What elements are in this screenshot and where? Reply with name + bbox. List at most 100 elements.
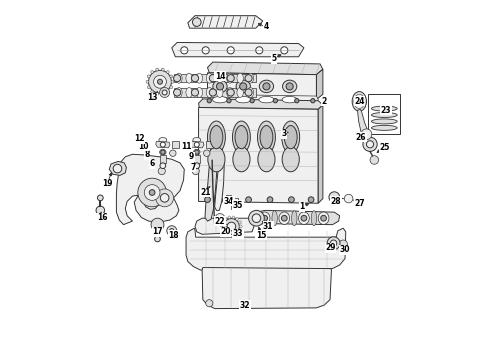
- Ellipse shape: [176, 73, 182, 83]
- Circle shape: [209, 75, 217, 82]
- Ellipse shape: [196, 87, 202, 98]
- Circle shape: [149, 190, 155, 195]
- Ellipse shape: [235, 126, 248, 149]
- Ellipse shape: [282, 121, 300, 153]
- Polygon shape: [198, 99, 323, 109]
- Text: 25: 25: [379, 143, 390, 152]
- Circle shape: [361, 129, 372, 140]
- Circle shape: [195, 150, 199, 154]
- Circle shape: [245, 197, 251, 203]
- Ellipse shape: [371, 119, 397, 124]
- Circle shape: [227, 47, 234, 54]
- Circle shape: [222, 197, 228, 203]
- Text: 35: 35: [233, 201, 243, 210]
- Circle shape: [160, 163, 166, 168]
- Text: 6: 6: [149, 159, 155, 168]
- Polygon shape: [156, 141, 170, 148]
- Circle shape: [252, 214, 261, 222]
- Ellipse shape: [160, 149, 166, 155]
- Polygon shape: [205, 160, 217, 221]
- Circle shape: [228, 216, 231, 219]
- Polygon shape: [188, 16, 263, 28]
- Circle shape: [267, 197, 273, 203]
- Circle shape: [158, 167, 165, 175]
- Circle shape: [344, 194, 353, 203]
- Circle shape: [207, 99, 211, 103]
- Bar: [173, 88, 256, 97]
- Polygon shape: [202, 94, 318, 105]
- Circle shape: [156, 93, 159, 95]
- Text: 13: 13: [147, 93, 157, 102]
- Circle shape: [281, 215, 287, 221]
- Circle shape: [144, 185, 160, 201]
- Circle shape: [192, 167, 199, 175]
- Bar: [226, 195, 231, 204]
- Circle shape: [227, 89, 234, 96]
- Circle shape: [148, 70, 172, 93]
- Circle shape: [227, 75, 234, 82]
- Ellipse shape: [186, 73, 193, 83]
- Circle shape: [193, 18, 201, 26]
- Ellipse shape: [352, 91, 367, 111]
- Ellipse shape: [282, 147, 299, 172]
- Polygon shape: [318, 105, 323, 203]
- Text: 22: 22: [215, 217, 225, 226]
- Circle shape: [236, 218, 239, 221]
- Ellipse shape: [159, 138, 167, 143]
- Text: 4: 4: [264, 22, 269, 31]
- Ellipse shape: [371, 106, 397, 111]
- Circle shape: [138, 178, 167, 207]
- Text: 12: 12: [134, 134, 145, 143]
- Ellipse shape: [284, 126, 297, 149]
- Bar: [206, 141, 213, 148]
- Text: 26: 26: [356, 132, 367, 141]
- Text: 24: 24: [354, 97, 365, 106]
- Ellipse shape: [210, 126, 223, 149]
- Polygon shape: [172, 42, 304, 57]
- Ellipse shape: [318, 212, 329, 225]
- Circle shape: [156, 68, 159, 71]
- Polygon shape: [202, 267, 331, 309]
- Ellipse shape: [258, 121, 275, 153]
- Circle shape: [245, 75, 252, 82]
- Circle shape: [248, 210, 264, 226]
- Ellipse shape: [292, 211, 297, 226]
- Text: 21: 21: [200, 188, 211, 197]
- Text: 30: 30: [340, 245, 350, 254]
- Ellipse shape: [260, 126, 273, 149]
- Circle shape: [146, 80, 149, 83]
- Ellipse shape: [176, 87, 182, 98]
- Ellipse shape: [259, 212, 270, 225]
- Circle shape: [161, 150, 165, 154]
- Text: 16: 16: [97, 213, 107, 222]
- Circle shape: [238, 221, 241, 224]
- Circle shape: [227, 222, 236, 231]
- Circle shape: [157, 79, 163, 84]
- Circle shape: [96, 206, 104, 215]
- Circle shape: [263, 83, 270, 90]
- Circle shape: [166, 90, 169, 93]
- Circle shape: [221, 229, 224, 232]
- Circle shape: [218, 216, 222, 221]
- Circle shape: [232, 234, 235, 237]
- Bar: [194, 155, 199, 163]
- Circle shape: [153, 75, 167, 88]
- Circle shape: [232, 216, 235, 219]
- Polygon shape: [256, 210, 340, 225]
- Text: 3: 3: [282, 129, 287, 138]
- Circle shape: [173, 75, 181, 82]
- Bar: [231, 198, 238, 208]
- Ellipse shape: [247, 73, 253, 83]
- Ellipse shape: [213, 80, 227, 93]
- Bar: [173, 74, 256, 82]
- Ellipse shape: [371, 112, 397, 117]
- Ellipse shape: [272, 211, 277, 226]
- Ellipse shape: [208, 147, 225, 172]
- Circle shape: [170, 75, 172, 78]
- Ellipse shape: [237, 73, 244, 83]
- Polygon shape: [198, 108, 318, 203]
- Polygon shape: [117, 154, 184, 225]
- Polygon shape: [317, 69, 323, 100]
- Circle shape: [171, 80, 174, 83]
- Circle shape: [370, 156, 379, 164]
